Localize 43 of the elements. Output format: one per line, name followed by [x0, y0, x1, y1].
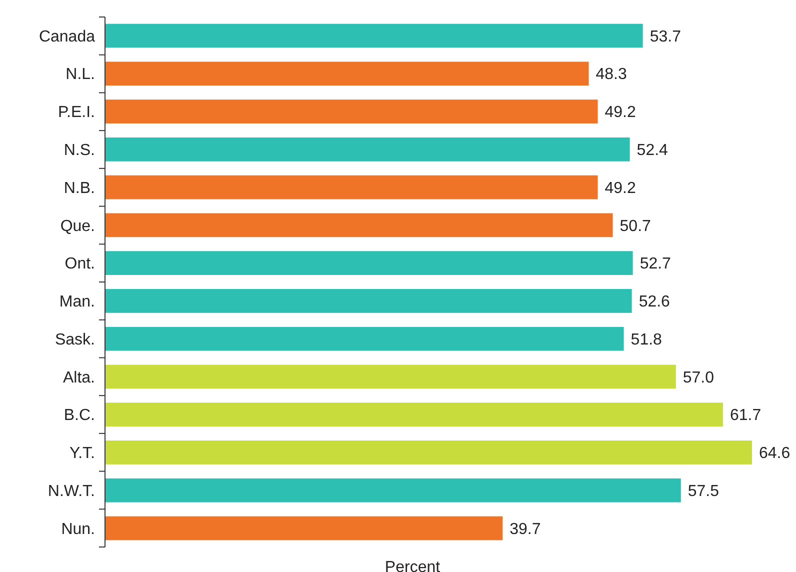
data-label: 57.0	[682, 369, 714, 386]
y-tick-label: B.C.	[64, 407, 95, 424]
data-label: 51.8	[630, 331, 662, 348]
data-label: 52.4	[636, 142, 668, 160]
data-label: 52.7	[640, 256, 672, 273]
y-tick-label: Alta.	[62, 369, 95, 386]
bar	[105, 24, 643, 48]
data-label: 57.5	[688, 482, 720, 500]
y-tick-label: N.S.	[64, 142, 95, 160]
data-label: 53.7	[650, 28, 682, 46]
bar	[105, 251, 633, 275]
data-label: 49.2	[604, 104, 636, 122]
bar	[105, 440, 752, 464]
bar	[105, 62, 589, 86]
data-label: 49.2	[604, 180, 636, 197]
y-tick-label: Man.	[59, 294, 95, 311]
bar	[105, 137, 630, 162]
data-label: 64.6	[759, 445, 790, 462]
bar	[105, 478, 681, 502]
bar	[105, 402, 723, 427]
y-tick-label: Nun.	[61, 520, 95, 538]
y-tick-label: Canada	[38, 28, 96, 46]
data-label: 61.7	[730, 407, 762, 424]
data-label: 52.6	[638, 294, 670, 311]
data-label: 39.7	[510, 520, 541, 538]
bar	[105, 175, 598, 200]
bar	[105, 100, 598, 124]
y-tick-label: N.B.	[64, 180, 95, 197]
y-tick-label: Que.	[60, 218, 95, 235]
y-tick-label: N.W.T.	[48, 482, 95, 500]
bar	[105, 213, 613, 238]
y-tick-label: Sask.	[54, 331, 95, 348]
y-tick-label: Ont.	[64, 256, 95, 273]
y-tick-label: Y.T.	[70, 445, 95, 462]
bar	[105, 326, 624, 351]
x-axis-title: Percent	[384, 559, 441, 572]
bar	[105, 289, 632, 313]
data-label: 48.3	[596, 66, 627, 84]
bar	[105, 516, 503, 540]
y-tick-label: P.E.I.	[58, 104, 95, 122]
y-tick-label: N.L.	[66, 66, 95, 84]
bar	[105, 364, 676, 389]
data-label: 50.7	[620, 218, 652, 235]
